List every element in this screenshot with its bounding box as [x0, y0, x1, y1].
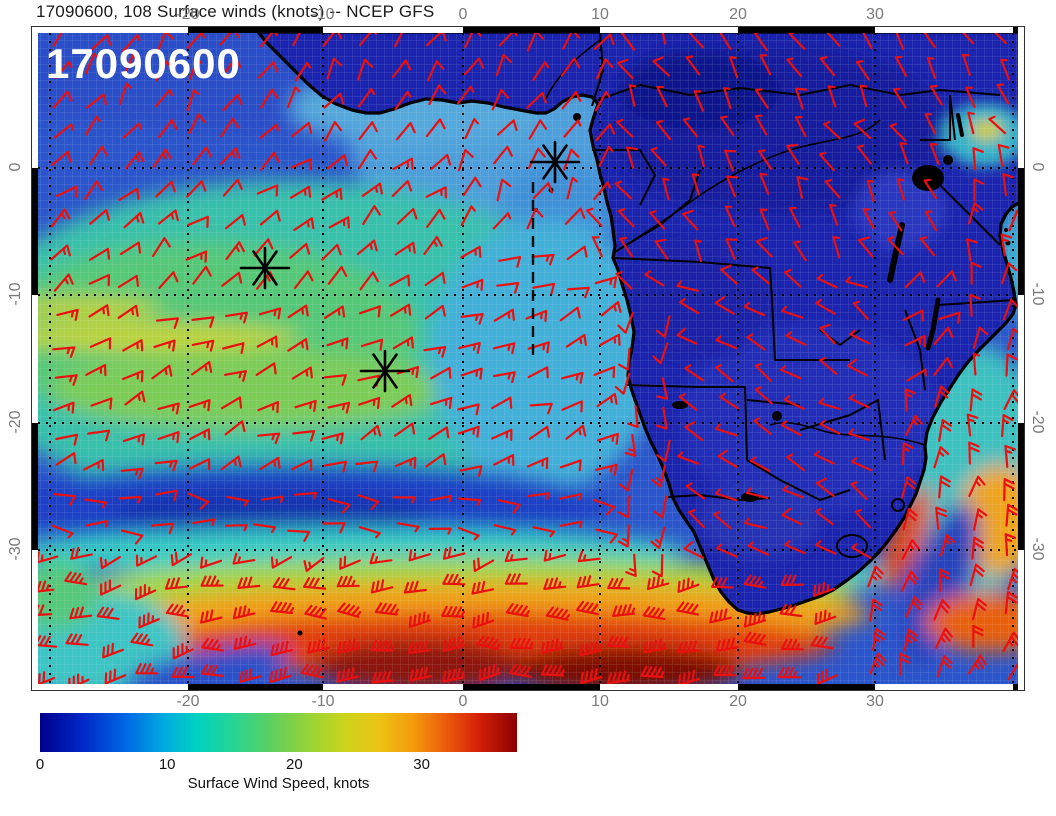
island-marker-2: [359, 349, 411, 393]
lat-tick-left--20: -20: [7, 410, 24, 434]
lon-tick-top-10: 10: [591, 6, 609, 23]
lat-tick-left-0: 0: [7, 162, 24, 172]
colorbar-label: Surface Wind Speed, knots: [187, 775, 370, 792]
lon-tick-top-0: 0: [458, 6, 468, 23]
lat-tick-right--20: -20: [1029, 410, 1046, 434]
lon-tick-bottom--20: -20: [176, 693, 200, 710]
lat-tick-right--10: -10: [1029, 282, 1046, 306]
lon-tick-top-30: 30: [866, 6, 884, 23]
plot-title: 17090600, 108 Surface winds (knots) -- N…: [36, 2, 435, 21]
colorbar: [40, 713, 517, 752]
colorbar-tick-10: 10: [158, 756, 176, 773]
island-marker-3: [529, 140, 581, 184]
lon-tick-top--10: -10: [311, 6, 335, 23]
lat-tick-left--10: -10: [7, 282, 24, 306]
island-star-markers: [239, 140, 581, 393]
colorbar-tick-20: 20: [286, 756, 303, 773]
lat-tick-right-0: 0: [1029, 162, 1046, 172]
lon-tick-bottom-20: 20: [729, 693, 747, 710]
lon-tick-top-20: 20: [729, 6, 747, 23]
lat-tick-right--30: -30: [1029, 537, 1046, 561]
island-marker-1: [239, 246, 291, 290]
lon-tick-top--20: -20: [176, 6, 200, 23]
lon-tick-bottom-0: 0: [458, 693, 468, 710]
timestamp-overlay: 17090600: [46, 40, 241, 87]
map-frame: [31, 26, 1025, 691]
map-field: [38, 33, 1018, 684]
lon-tick-bottom--10: -10: [311, 693, 335, 710]
lat-tick-left--30: -30: [7, 537, 24, 561]
colorbar-tick-0: 0: [35, 756, 45, 773]
lon-tick-bottom-10: 10: [591, 693, 609, 710]
lakes-and-islands: [297, 113, 1011, 636]
colorbar-tick-30: 30: [413, 756, 430, 773]
wind-barbs: [38, 33, 1018, 684]
lon-tick-bottom-30: 30: [866, 693, 884, 710]
